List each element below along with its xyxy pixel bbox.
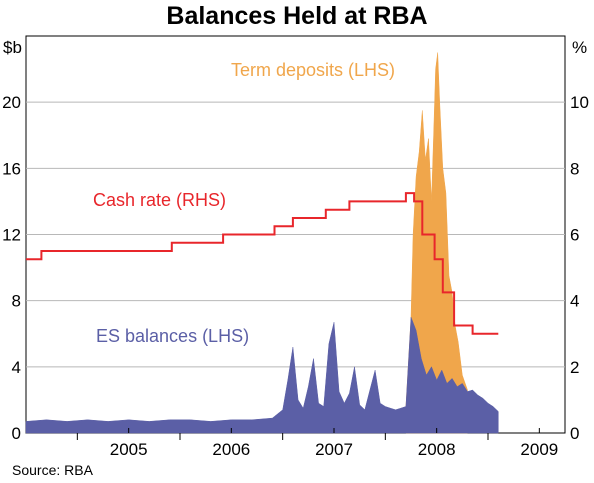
line-layer — [26, 192, 499, 335]
x-tick-label: 2008 — [418, 440, 456, 459]
cash-rate-line — [26, 192, 499, 335]
left-tick-label: 0 — [12, 424, 21, 443]
left-tick-label: 20 — [2, 93, 21, 112]
right-tick-label: 6 — [570, 226, 579, 245]
x-tick-label: 2006 — [212, 440, 250, 459]
term-deposits-area — [405, 52, 468, 434]
right-tick-label: 4 — [570, 292, 579, 311]
right-axis-unit: % — [572, 38, 587, 57]
x-tick-label: 2005 — [110, 440, 148, 459]
annotation-cash-rate: Cash rate (RHS) — [93, 190, 226, 210]
left-axis-unit: $b — [3, 38, 22, 57]
chart-title: Balances Held at RBA — [166, 2, 428, 30]
right-tick-label: 10 — [570, 93, 589, 112]
axis-layer: 0 0 4 2 8 4 12 6 16 8 20 10 2005 2006 2007 2008 2009 — [2, 93, 589, 459]
left-tick-label: 8 — [12, 292, 21, 311]
grid-layer — [26, 101, 565, 368]
left-tick-label: 16 — [2, 159, 21, 178]
es-balances-area — [25, 317, 499, 434]
x-tick-label: 2007 — [315, 440, 353, 459]
x-tick-label: 2009 — [520, 440, 558, 459]
right-tick-label: 8 — [570, 159, 579, 178]
right-tick-label: 0 — [570, 424, 579, 443]
annotation-term-deposits: Term deposits (LHS) — [231, 60, 395, 80]
area-layer — [25, 52, 499, 434]
right-tick-label: 2 — [570, 358, 579, 377]
left-tick-label: 12 — [2, 226, 21, 245]
source-note: Source: RBA — [12, 462, 93, 478]
annotation-es-balances: ES balances (LHS) — [96, 326, 249, 346]
left-tick-label: 4 — [12, 358, 21, 377]
